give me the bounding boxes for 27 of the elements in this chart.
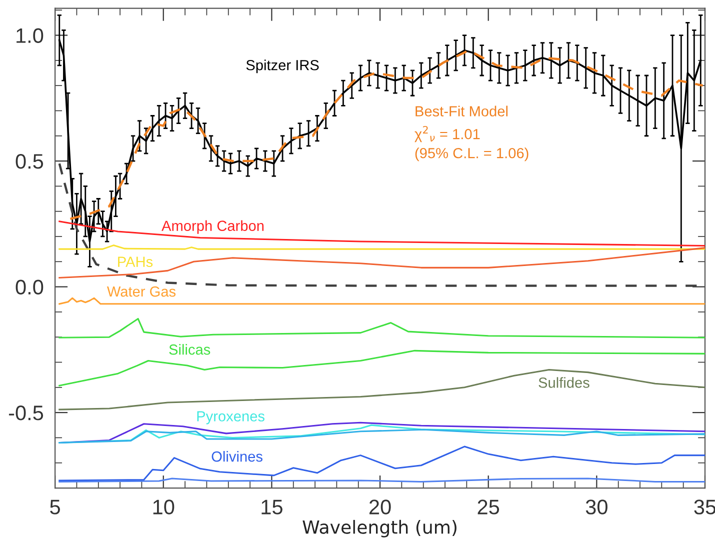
line-series <box>58 446 705 482</box>
series-label: Olivines <box>212 451 262 462</box>
y-tick-label: 0.0 <box>16 280 44 295</box>
series-label: Pyroxenes <box>197 411 264 424</box>
series-label: Water Gas <box>106 286 176 297</box>
line-series <box>58 247 705 278</box>
series-label: Sulfides <box>538 377 590 388</box>
x-tick-label: 5 <box>50 500 60 514</box>
line-series <box>58 220 705 247</box>
x-tick-label: 15 <box>262 500 282 514</box>
line-series <box>69 49 704 220</box>
text: Spitzer IRS <box>246 60 319 74</box>
x-tick-label: 10 <box>153 500 174 514</box>
line-series <box>58 428 705 444</box>
series-label: Amorph Carbon <box>162 220 264 234</box>
x-tick-label: 20 <box>369 500 391 514</box>
y-tick-label: -0.5 <box>8 406 44 420</box>
series-label: Silicas <box>169 344 210 355</box>
series-label: PAHs <box>118 256 153 267</box>
line-series <box>58 369 705 410</box>
line-series <box>58 318 705 338</box>
x-axis-title: Wavelength (um) <box>302 520 456 538</box>
x-tick-label: 25 <box>478 500 500 514</box>
y-tick-label: 0.5 <box>16 154 44 169</box>
series-label: Best-Fit Model χ$^{2}$$_{ν}$ = 1.01 (95% C.L. = 1.06) <box>414 106 528 162</box>
x-tick-label: 30 <box>586 500 608 514</box>
y-tick-label: 1.0 <box>16 28 44 44</box>
